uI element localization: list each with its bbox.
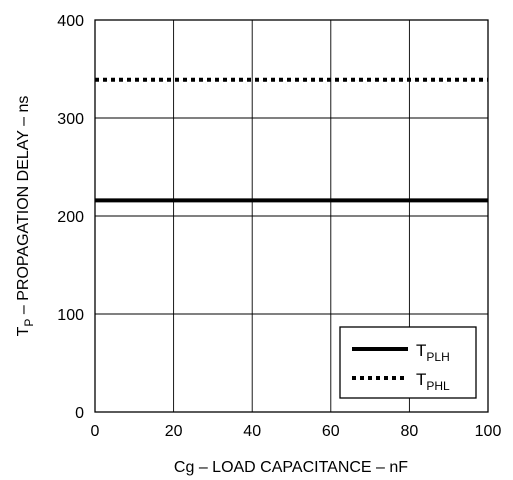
x-tick-label: 80 [401, 423, 419, 440]
y-axis-label-rest: – PROPAGATION DELAY – ns [15, 96, 32, 319]
legend-label-tphl: TPHL [416, 370, 450, 393]
x-tick-label: 0 [91, 423, 100, 440]
x-tick-label: 40 [243, 423, 261, 440]
x-axis-label: Cg – LOAD CAPACITANCE – nF [174, 459, 408, 476]
y-tick-label: 0 [75, 405, 84, 422]
y-tick-label: 400 [57, 13, 84, 30]
y-tick-labels: 0 100 200 300 400 [57, 13, 84, 422]
y-tick-label: 100 [57, 307, 84, 324]
grid [95, 20, 488, 412]
y-axis-label-subscript: P [22, 319, 36, 327]
plot-frame [94, 19, 489, 413]
x-tick-label: 20 [165, 423, 183, 440]
legend-box [339, 326, 477, 399]
legend-label-tplh: TPLH [416, 341, 450, 364]
y-tick-label: 300 [57, 111, 84, 128]
x-tick-labels: 0 20 40 60 80 100 [91, 423, 502, 440]
legend-label-tplh-subscript: PLH [426, 350, 449, 364]
x-tick-label: 100 [475, 423, 502, 440]
y-axis-label: TP – PROPAGATION DELAY – ns [15, 96, 36, 337]
series-lines [95, 77, 488, 203]
legend-label-tphl-subscript: PHL [426, 379, 450, 393]
legend-label-tplh-main: T [416, 341, 426, 360]
legend-label-tphl-main: T [416, 370, 426, 389]
y-axis-label-main: T [15, 326, 32, 336]
legend: TPLH TPHL [339, 326, 477, 399]
y-tick-label: 200 [57, 209, 84, 226]
x-tick-label: 60 [322, 423, 340, 440]
